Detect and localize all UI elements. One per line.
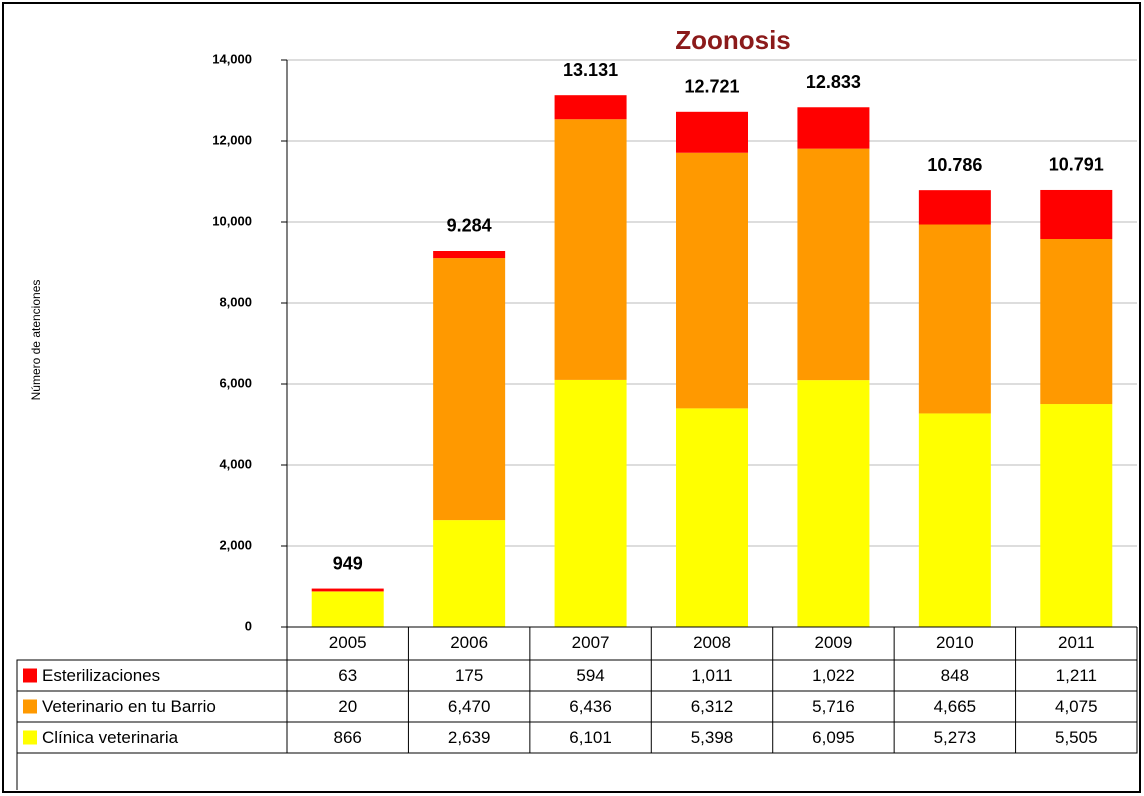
y-tick-label: 4,000 [219,456,252,471]
bar-segment [311,591,384,592]
x-tick-label: 2007 [572,633,610,652]
bar-segment [676,111,748,153]
bar-segment [433,520,506,627]
total-label: 12.833 [806,72,861,92]
legend-label: Esterilizaciones [42,666,160,685]
total-label: 949 [333,553,363,573]
table-cell: 5,273 [934,728,977,747]
table-cell: 594 [576,666,604,685]
total-label: 10.786 [927,155,982,175]
bar-segment [1040,404,1113,627]
legend-key [23,668,37,683]
table-cell: 5,716 [812,697,855,716]
bar-segment [797,107,870,149]
bar-segment [554,379,627,627]
bar-segment [1040,239,1113,405]
table-cell: 63 [338,666,357,685]
bar-segment [433,250,506,259]
y-tick-label: 10,000 [212,213,252,228]
bar-segment [433,258,506,521]
table-cell: 6,095 [812,728,855,747]
table-cell: 2,639 [448,728,491,747]
bar-segment [554,119,627,380]
y-tick-label: 2,000 [219,537,252,552]
legend-key [23,699,37,714]
y-tick-label: 0 [245,618,252,633]
bar-segment [676,408,748,627]
table-cell: 4,665 [934,697,977,716]
bar-segment [311,591,384,627]
x-tick-label: 2009 [815,633,853,652]
table-cell: 4,075 [1055,697,1098,716]
x-tick-label: 2005 [329,633,367,652]
legend-label: Veterinario en tu Barrio [42,697,216,716]
total-label: 12.721 [684,77,739,97]
bar-segment [1040,189,1113,240]
table-cell: 866 [334,728,362,747]
table-cell: 6,470 [448,697,491,716]
table-cell: 1,211 [1056,666,1097,685]
total-label: 9.284 [447,216,492,236]
table-cell: 6,436 [569,697,612,716]
y-tick-label: 8,000 [219,294,252,309]
table-cell: 1,022 [812,666,855,685]
table-cell: 5,505 [1055,728,1098,747]
table-cell: 20 [338,697,357,716]
total-label: 10.791 [1049,155,1104,175]
y-axis-label: Número de atenciones [29,280,43,401]
bar-segment [554,95,627,120]
legend-key [23,730,37,745]
bar-segment [797,380,870,627]
bar-segment [918,224,991,414]
bar-segment [918,190,991,225]
table-cell: 848 [941,666,969,685]
y-tick-label: 14,000 [212,51,252,66]
y-tick-label: 12,000 [212,132,252,147]
y-tick-label: 6,000 [219,375,252,390]
bar-segment [918,413,991,627]
table-cell: 175 [455,666,483,685]
x-tick-label: 2008 [693,633,731,652]
table-cell: 1,011 [691,666,732,685]
legend-label: Clínica veterinaria [42,728,179,747]
x-tick-label: 2010 [936,633,974,652]
x-tick-label: 2006 [450,633,488,652]
chart-title: Zoonosis [675,25,791,55]
table-cell: 5,398 [691,728,734,747]
bar-segment [311,588,384,592]
table-cell: 6,101 [569,728,612,747]
total-label: 13.131 [563,60,618,80]
table-cell: 6,312 [691,697,734,716]
bar-segment [797,148,870,381]
x-tick-label: 2011 [1058,633,1095,652]
bar-segment [676,152,748,409]
